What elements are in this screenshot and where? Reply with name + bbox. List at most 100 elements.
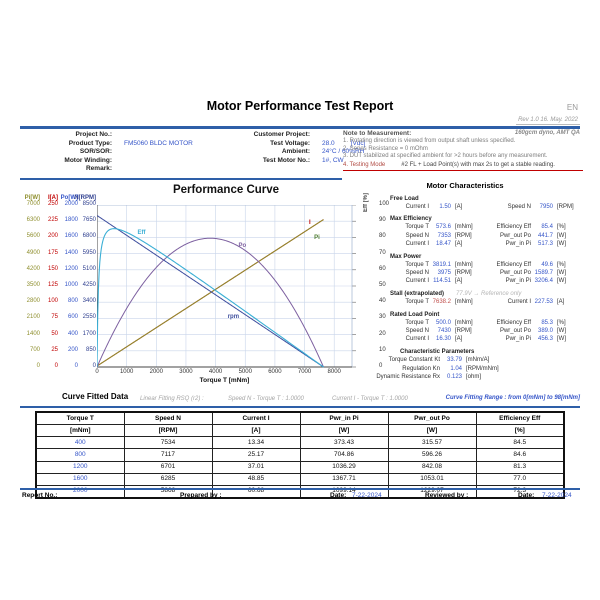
- axis-tick-label: 30: [379, 314, 386, 321]
- x-tick-label: 2000: [149, 369, 163, 375]
- parameter-row: Torque Constant Kt 33.79 [mNm/A]: [345, 356, 585, 364]
- testing-mode-label: 4. Testing Mode: [343, 161, 386, 168]
- fitted-rule: [20, 406, 580, 408]
- cell: 1367.71: [299, 472, 389, 486]
- axis-tick-label: 5100: [82, 265, 96, 272]
- section-title: Free Load: [390, 195, 585, 203]
- prepared-by-label: Prepared by :: [180, 492, 222, 499]
- cell: 6285: [123, 472, 213, 486]
- param-value: 1589.7: [534, 269, 553, 276]
- rsq-speed: Speed N - Torque T : 1.0000: [228, 396, 304, 402]
- axis-tick-label: 0: [36, 362, 40, 369]
- axis-tick-label: 4900: [26, 249, 40, 256]
- axis-tick-label: 1800: [64, 217, 78, 224]
- info-field: Motor Winding:: [20, 157, 193, 166]
- cell: 400: [35, 436, 125, 450]
- axis-tick-label: 80: [379, 233, 386, 240]
- axis-tick-label: 6800: [82, 233, 96, 240]
- axis-tick-label: 250: [47, 201, 58, 207]
- test-info-fields: Customer Project: Test Voltage: 28.0 [Vdc] A…: [208, 131, 366, 165]
- param-value: 49.6: [541, 261, 553, 268]
- param-label: Pwr_out Po: [499, 269, 531, 276]
- curve-label-Pi: Pi: [314, 235, 320, 242]
- revision-text: Rev 1.0 16. May. 2022: [516, 117, 580, 125]
- x-tick-label: 6000: [268, 369, 282, 375]
- param-unit: [W]: [557, 269, 566, 276]
- field-label: Ambient:: [281, 148, 310, 156]
- characteristics-section: Stall (extrapolated) 77.9V → Reference on…: [345, 290, 585, 306]
- characteristics-section: Max Efficiency Torque T 573.6 [mNm] Efficien…: [345, 215, 585, 248]
- header-rule: [20, 126, 580, 129]
- col-unit: [mNm]: [35, 424, 125, 438]
- axis-tick-label: 90: [379, 217, 386, 224]
- axis-tick-label: 7000: [26, 201, 40, 207]
- cell: 596.26: [387, 448, 477, 462]
- param-label: Speed N: [507, 203, 531, 210]
- axis-tick-label: 600: [67, 314, 78, 321]
- report-no-label: Report No.:: [22, 492, 58, 499]
- dyno-text: 160gcm dyno, AMT QA: [514, 130, 580, 136]
- characteristics-section: Max Power Torque T 3819.1 [mNm] Efficiency E…: [345, 253, 585, 286]
- param-value: 7950: [539, 203, 553, 210]
- table-row: 400 7534 13.34 373.43 315.57 84.5: [35, 436, 565, 450]
- motor-characteristics-title: Motor Characteristics: [426, 181, 504, 190]
- date1-label: Date:: [330, 492, 347, 499]
- info-field: Product Type: FM5060 BLDC MOTOR: [20, 140, 193, 149]
- param-value: 33.79: [446, 357, 462, 364]
- axis-tick-label: 7650: [82, 217, 96, 224]
- axis-tick-label: 0: [379, 362, 383, 369]
- notes-panel: Note to Measurement: 1. Rotating directi…: [343, 130, 583, 172]
- section-note: 77.9V → Reference only: [456, 291, 522, 298]
- param-unit: [A]: [557, 299, 565, 306]
- param-label: Pwr_out Po: [499, 232, 531, 239]
- cell: 800: [35, 448, 125, 462]
- characteristics-row: Speed N 3975 [RPM] Pwr_out Po 1589.7 [W]: [345, 269, 585, 277]
- motor-characteristics-panel: Motor Characteristics Free Load Current I…: [345, 181, 585, 381]
- param-value: 3975: [437, 269, 451, 276]
- characteristic-parameters: Characteristic Parameters Torque Constan…: [345, 348, 585, 381]
- param-value: 3206.4: [534, 278, 553, 285]
- notes-list: 1. Rotating direction is viewed from out…: [343, 138, 583, 161]
- param-label: Current I: [405, 240, 429, 247]
- param-value: 500.0: [435, 319, 451, 326]
- axis-tick-label: 225: [47, 217, 58, 224]
- param-value: 573.6: [435, 224, 451, 231]
- param-value: 7353: [437, 232, 451, 239]
- axis-tick-label: 2000: [64, 201, 78, 207]
- x-tick-label: 5000: [238, 369, 252, 375]
- param-unit: [A]: [455, 278, 463, 285]
- section-name: Rated Load Point: [390, 311, 440, 318]
- info-field: Remark:: [20, 165, 193, 174]
- characteristics-row: Torque T 573.6 [mNm] Efficiency Eff 85.4 [%]: [345, 223, 585, 231]
- param-unit: [W]: [557, 240, 566, 247]
- characteristics-row: Current I 114.51 [A] Pwr_in Pi 3206.4 [W]: [345, 277, 585, 285]
- axis-header-Pi: Pi[W]: [24, 195, 40, 201]
- param-label: Speed N: [405, 328, 429, 335]
- param-label: Efficiency Eff: [496, 319, 531, 326]
- testing-mode-value: #2 FL + Load Point(s) with max 2s to get…: [401, 161, 555, 168]
- param-unit: [RPM/mNm]: [466, 365, 499, 372]
- characteristics-row: Current I 1.50 [A] Speed N 7950 [RPM]: [345, 203, 585, 211]
- cell: 1600: [35, 472, 125, 486]
- axis-tick-label: 40: [379, 298, 386, 305]
- curve-Pi: [96, 219, 324, 367]
- page-title: Motor Performance Test Report: [206, 99, 394, 113]
- curve-label-Eff: Eff: [137, 230, 146, 237]
- note-item: 1. Rotating direction is viewed from out…: [343, 138, 516, 144]
- col-unit: [A]: [211, 424, 301, 438]
- notes-title: Note to Measurement:: [343, 130, 412, 137]
- characteristics-row: Current I 18.47 [A] Pwr_in Pi 517.3 [W]: [345, 240, 585, 248]
- param-value: 3819.1: [432, 261, 451, 268]
- axis-tick-label: 10: [379, 346, 386, 353]
- param-label: Current I: [507, 299, 531, 306]
- col-unit: [W]: [299, 424, 389, 438]
- col-header: Pwr_in Pi: [299, 411, 389, 426]
- axis-tick-label: 1600: [64, 233, 78, 240]
- param-label: Dynamic Resistance Rx: [376, 373, 440, 380]
- axis-tick-label: 25: [51, 346, 58, 353]
- field-label: Motor Winding:: [64, 156, 112, 164]
- param-label: Pwr_in Pi: [505, 336, 531, 343]
- characteristics-row: Torque T 500.0 [mNm] Efficiency Eff 85.3 [%]: [345, 319, 585, 327]
- param-value: 517.3: [537, 240, 553, 247]
